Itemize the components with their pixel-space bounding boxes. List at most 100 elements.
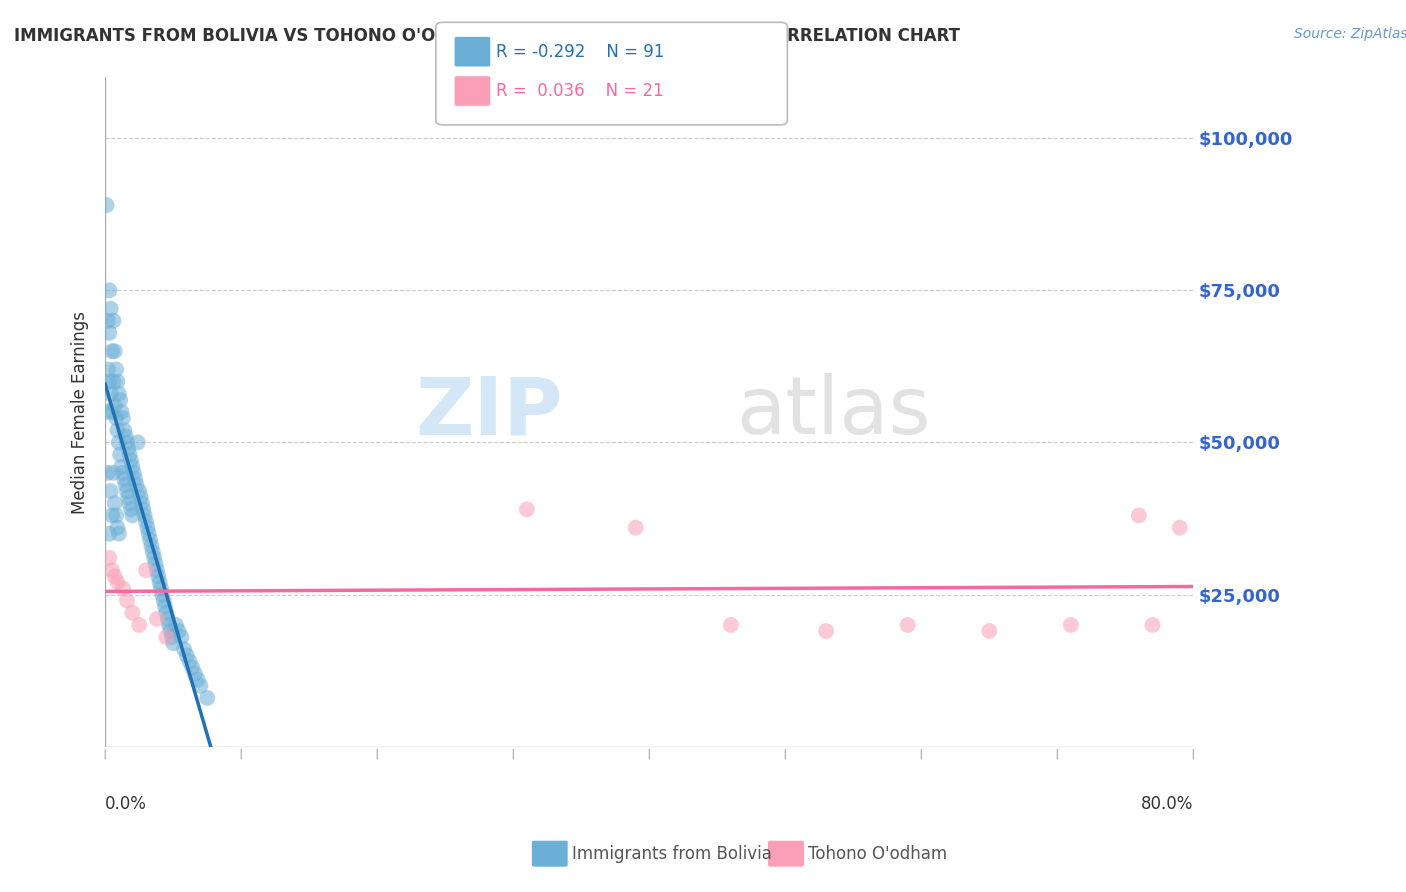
Point xyxy=(145,557,167,571)
Text: ZIP: ZIP xyxy=(415,373,562,451)
Point xyxy=(103,466,125,480)
Point xyxy=(101,405,124,419)
Point xyxy=(121,508,143,523)
Point xyxy=(101,344,124,359)
Point xyxy=(108,392,131,407)
Point xyxy=(111,411,134,425)
Point xyxy=(139,533,162,547)
Point xyxy=(624,520,647,534)
Point xyxy=(1168,520,1191,534)
Point xyxy=(101,563,124,577)
Point xyxy=(165,618,187,632)
Point xyxy=(142,545,165,559)
Point xyxy=(103,375,125,389)
Point xyxy=(105,411,128,425)
Point xyxy=(160,630,183,644)
Point xyxy=(190,679,212,693)
Point xyxy=(104,569,127,583)
Point xyxy=(131,496,153,510)
Point xyxy=(1060,618,1083,632)
Point xyxy=(128,618,150,632)
Point xyxy=(108,386,131,401)
Point xyxy=(149,575,172,590)
Point xyxy=(115,484,138,499)
Point xyxy=(101,508,124,523)
Point xyxy=(104,399,127,413)
Text: 80.0%: 80.0% xyxy=(1140,796,1194,814)
Point xyxy=(103,314,125,328)
Point xyxy=(157,618,180,632)
Point xyxy=(97,362,120,376)
Point xyxy=(122,466,145,480)
Text: R =  0.036    N = 21: R = 0.036 N = 21 xyxy=(496,82,664,100)
Point xyxy=(720,618,742,632)
Point xyxy=(107,423,129,437)
Point xyxy=(98,526,121,541)
Point xyxy=(107,375,129,389)
Point xyxy=(156,612,179,626)
Text: 0.0%: 0.0% xyxy=(105,796,148,814)
Point xyxy=(111,466,134,480)
Point xyxy=(195,690,218,705)
Text: IMMIGRANTS FROM BOLIVIA VS TOHONO O'ODHAM MEDIAN FEMALE EARNINGS CORRELATION CHA: IMMIGRANTS FROM BOLIVIA VS TOHONO O'ODHA… xyxy=(14,27,960,45)
Point xyxy=(96,405,118,419)
Point xyxy=(117,442,139,456)
Point xyxy=(1142,618,1164,632)
Point xyxy=(162,636,184,650)
Point xyxy=(170,630,193,644)
Point xyxy=(146,612,169,626)
Point xyxy=(112,423,135,437)
Text: R = -0.292    N = 91: R = -0.292 N = 91 xyxy=(496,43,665,61)
Point xyxy=(104,496,127,510)
Point xyxy=(979,624,1001,638)
Point xyxy=(111,582,134,596)
Point xyxy=(107,520,129,534)
Point xyxy=(141,539,163,553)
Point xyxy=(815,624,838,638)
Text: Source: ZipAtlas.com: Source: ZipAtlas.com xyxy=(1294,27,1406,41)
Point xyxy=(124,472,146,486)
Point xyxy=(150,588,173,602)
Point xyxy=(132,502,155,516)
Point xyxy=(97,466,120,480)
Point xyxy=(121,606,143,620)
Point xyxy=(108,448,131,462)
Point xyxy=(176,648,198,663)
Point xyxy=(105,508,128,523)
Point xyxy=(149,582,172,596)
Point xyxy=(108,435,131,450)
Point xyxy=(115,435,138,450)
Point xyxy=(98,551,121,566)
Text: atlas: atlas xyxy=(737,373,931,451)
Text: Tohono O'odham: Tohono O'odham xyxy=(808,845,948,863)
Point xyxy=(115,593,138,607)
Point xyxy=(516,502,538,516)
Point xyxy=(128,484,150,499)
Point xyxy=(152,593,174,607)
Point xyxy=(134,508,156,523)
Point xyxy=(136,520,159,534)
Text: Immigrants from Bolivia: Immigrants from Bolivia xyxy=(572,845,772,863)
Point xyxy=(146,563,169,577)
Point xyxy=(155,606,177,620)
Point xyxy=(121,459,143,474)
Point xyxy=(184,666,207,681)
Point xyxy=(107,575,129,590)
Point xyxy=(98,326,121,340)
Point xyxy=(153,599,176,614)
Point xyxy=(173,642,195,657)
Point xyxy=(104,344,127,359)
Point xyxy=(120,453,142,467)
Point xyxy=(125,478,148,492)
Point xyxy=(120,502,142,516)
Point xyxy=(1128,508,1150,523)
Point xyxy=(135,563,157,577)
Point xyxy=(148,569,170,583)
Point xyxy=(112,472,135,486)
Point xyxy=(114,478,136,492)
Point xyxy=(100,301,122,316)
Point xyxy=(187,673,209,687)
Point xyxy=(118,496,141,510)
Point xyxy=(181,660,204,674)
Point xyxy=(127,435,149,450)
